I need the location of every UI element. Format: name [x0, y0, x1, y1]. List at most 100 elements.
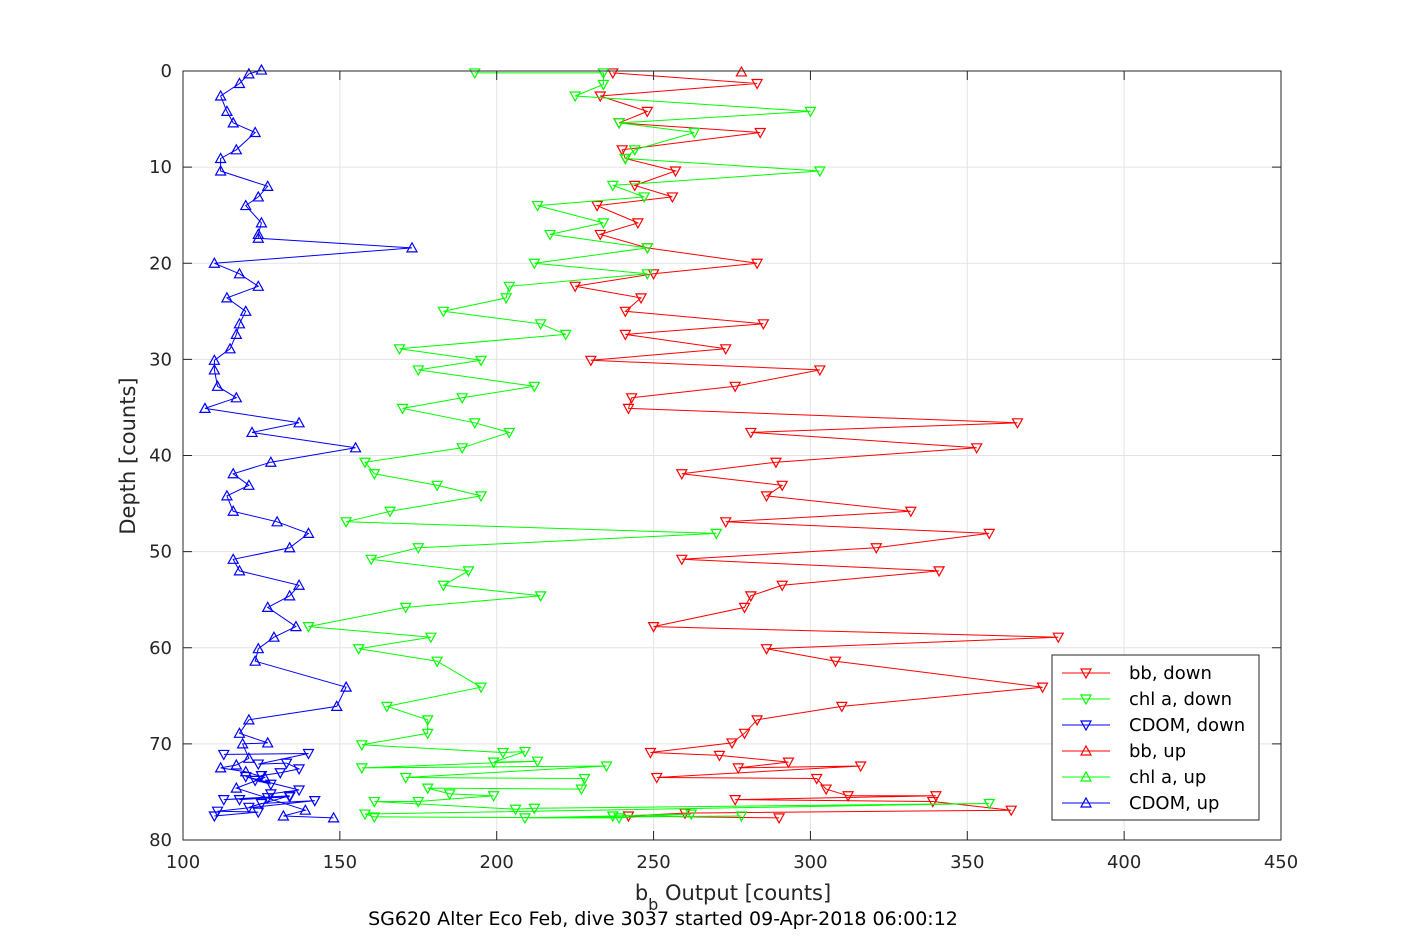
data-point — [904, 506, 917, 518]
data-point — [249, 654, 262, 666]
series-2 — [208, 748, 321, 823]
data-point — [277, 809, 290, 821]
data-point — [644, 747, 657, 759]
data-point — [412, 365, 425, 377]
data-point — [462, 566, 475, 578]
data-point — [412, 796, 425, 808]
data-point — [751, 78, 764, 90]
data-point — [732, 763, 745, 775]
x-tick-label: 250 — [636, 852, 670, 873]
data-point — [820, 784, 833, 796]
legend-entry: chl a, down — [1062, 689, 1232, 710]
data-point — [813, 365, 826, 377]
data-point — [829, 656, 842, 668]
data-point — [569, 281, 582, 293]
data-point — [340, 680, 353, 692]
data-point — [600, 761, 613, 773]
data-point — [685, 809, 698, 821]
data-point — [647, 622, 660, 633]
data-point — [751, 715, 764, 727]
data-point — [575, 784, 588, 796]
data-point — [725, 738, 739, 750]
data-point — [299, 803, 312, 815]
data-point — [597, 79, 610, 91]
y-axis-title: Depth [counts] — [116, 377, 140, 534]
data-point — [813, 166, 826, 178]
data-point — [264, 789, 277, 801]
data-point — [227, 505, 240, 516]
data-point — [261, 601, 274, 612]
data-point — [641, 243, 654, 255]
legend-entry: CDOM, up — [1062, 793, 1219, 814]
data-point — [249, 775, 262, 787]
data-point — [264, 455, 277, 467]
data-point — [431, 656, 444, 668]
data-point — [641, 269, 654, 281]
data-point — [220, 291, 233, 303]
data-point — [421, 728, 434, 740]
data-point — [456, 443, 469, 455]
data-point — [591, 200, 604, 212]
data-point — [302, 622, 315, 633]
data-point — [380, 701, 393, 713]
data-point — [559, 329, 572, 341]
data-point — [475, 682, 488, 694]
data-point — [760, 644, 773, 655]
x-tick-label: 400 — [1107, 852, 1141, 873]
data-point — [744, 591, 757, 603]
data-point — [208, 257, 221, 268]
data-point — [509, 804, 522, 816]
data-point — [757, 319, 770, 331]
data-point — [622, 403, 635, 415]
series-5 — [198, 63, 419, 823]
data-point — [327, 811, 340, 823]
data-point — [384, 506, 397, 518]
data-point — [842, 791, 855, 803]
data-point — [214, 761, 227, 773]
series-line — [308, 72, 990, 819]
data-point — [252, 232, 265, 243]
legend-entry: bb, down — [1062, 663, 1212, 684]
data-point — [368, 469, 381, 480]
data-point — [688, 127, 701, 139]
x-tick-label: 150 — [323, 852, 357, 873]
data-point — [230, 143, 243, 155]
legend-label: chl a, down — [1129, 689, 1232, 710]
data-point — [302, 527, 315, 538]
data-point — [606, 68, 619, 80]
data-point — [412, 543, 425, 555]
data-point — [597, 68, 610, 80]
data-point — [393, 344, 406, 356]
data-point — [528, 258, 541, 270]
data-point — [242, 479, 255, 490]
legend-box — [1051, 654, 1260, 821]
x-tick-label: 300 — [793, 852, 827, 873]
data-point — [776, 580, 789, 592]
data-point — [713, 750, 726, 762]
x-axis-title: bb Output [counts] — [635, 881, 831, 914]
data-point — [835, 701, 848, 713]
data-point — [239, 771, 252, 783]
data-point — [405, 241, 419, 253]
data-point — [227, 116, 240, 128]
data-point — [431, 480, 444, 492]
data-point — [647, 269, 660, 281]
data-point — [496, 747, 510, 759]
data-point — [255, 63, 268, 75]
data-point — [782, 757, 795, 769]
data-point — [804, 106, 817, 118]
data-point — [437, 306, 450, 318]
data-point — [280, 758, 293, 770]
data-point — [641, 106, 654, 118]
data-point — [531, 200, 544, 212]
data-point — [214, 152, 227, 164]
data-point — [271, 515, 284, 527]
data-point — [970, 443, 983, 455]
data-point — [487, 791, 500, 803]
data-point — [242, 713, 255, 725]
legend-marker — [1079, 796, 1093, 808]
data-point — [233, 317, 246, 329]
data-point — [751, 258, 764, 270]
data-point — [245, 426, 259, 438]
